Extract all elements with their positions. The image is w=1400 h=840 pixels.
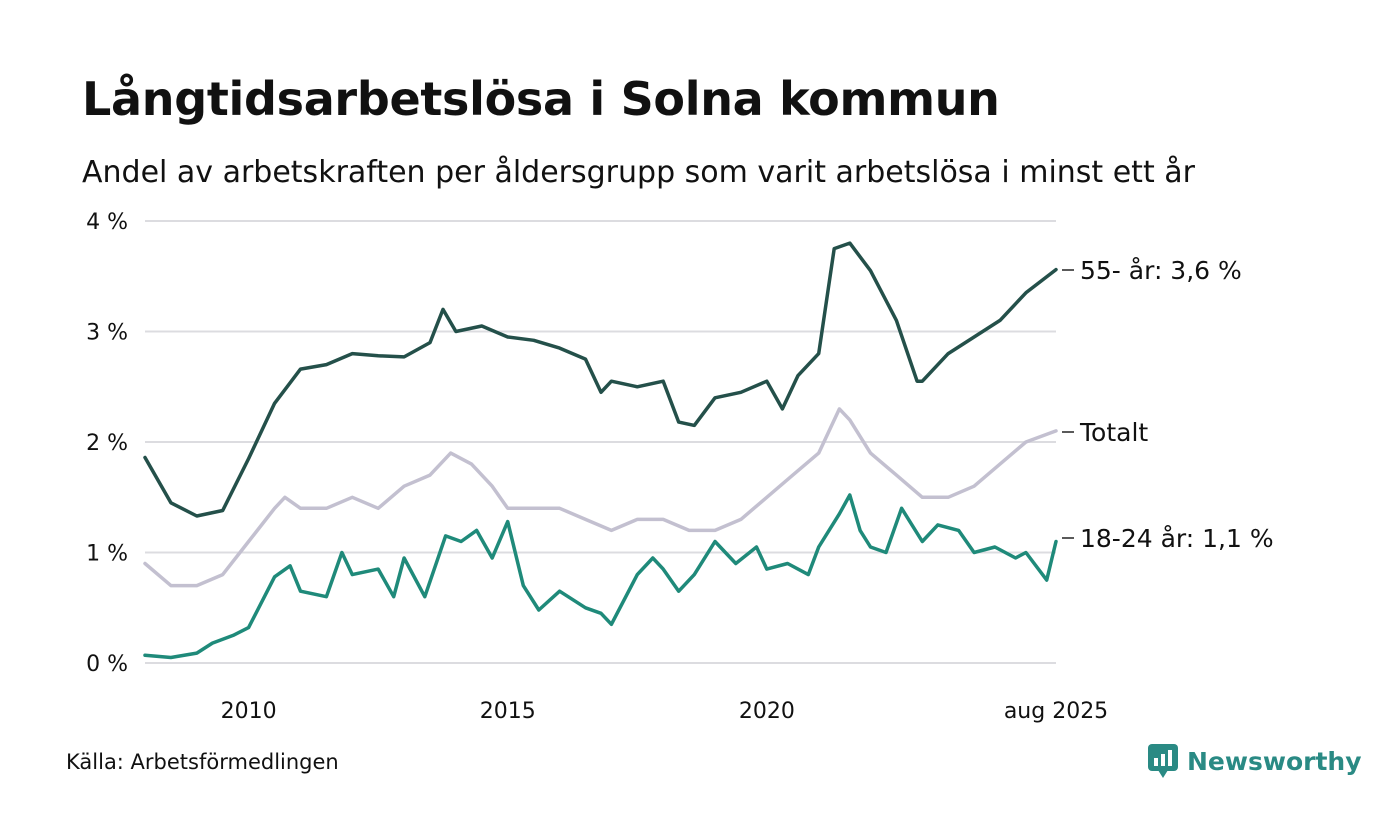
x-tick-label: 2015 bbox=[480, 699, 536, 724]
y-tick-label: 4 % bbox=[86, 210, 128, 235]
series-end-label: 55- år: 3,6 % bbox=[1080, 256, 1242, 285]
series-end-labels: 55- år: 3,6 % Totalt 18-24 år: 1,1 % bbox=[1062, 256, 1274, 553]
series-line-age_55_plus bbox=[143, 241, 1058, 518]
series-line-total bbox=[143, 407, 1058, 588]
chart-title: Långtidsarbetslösa i Solna kommun bbox=[82, 72, 1000, 126]
brand-name: Newsworthy bbox=[1187, 746, 1362, 776]
series-line-age_18_24 bbox=[143, 493, 1058, 660]
chart-subtitle: Andel av arbetskraften per åldersgrupp s… bbox=[82, 155, 1195, 190]
y-tick-label: 1 % bbox=[86, 542, 128, 567]
y-axis-tick-labels: 0 % 1 % 2 % 3 % 4 % bbox=[86, 210, 128, 677]
x-tick-label: aug 2025 bbox=[1004, 699, 1108, 724]
source-note: Källa: Arbetsförmedlingen bbox=[66, 750, 339, 774]
x-tick-label: 2020 bbox=[739, 699, 795, 724]
brand-logo: Newsworthy bbox=[1148, 744, 1362, 778]
series-end-label: 18-24 år: 1,1 % bbox=[1080, 524, 1274, 553]
series-end-label: Totalt bbox=[1079, 418, 1148, 447]
gridlines bbox=[145, 220, 1056, 664]
y-tick-label: 3 % bbox=[86, 321, 128, 346]
bar-chart-speech-bubble-icon bbox=[1148, 744, 1178, 778]
x-axis-tick-labels: 2010 2015 2020 aug 2025 bbox=[221, 699, 1109, 724]
x-tick-label: 2010 bbox=[221, 699, 277, 724]
y-tick-label: 2 % bbox=[86, 431, 128, 456]
y-tick-label: 0 % bbox=[86, 652, 128, 677]
series-lines bbox=[143, 241, 1058, 660]
